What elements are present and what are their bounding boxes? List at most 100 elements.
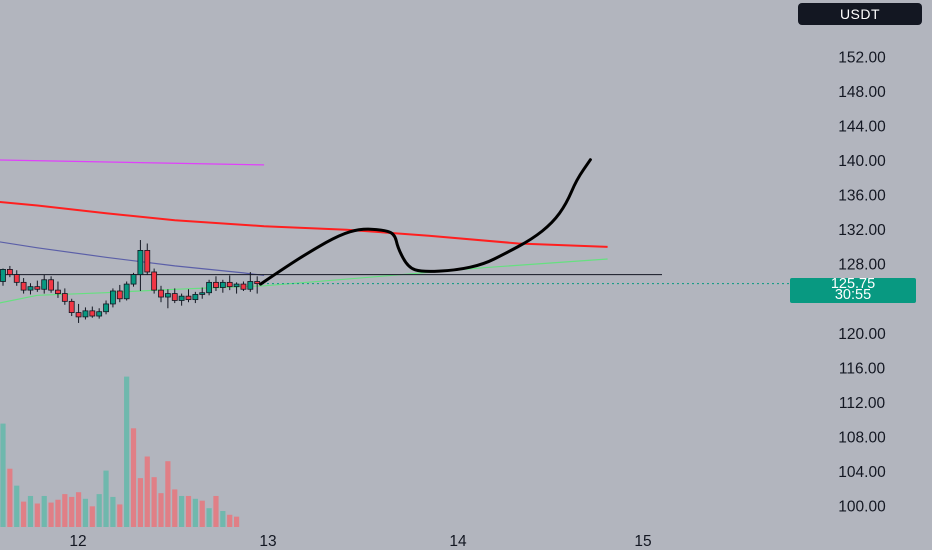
candle [130,272,137,287]
volume-bar [75,492,82,527]
volume-bar [151,477,157,527]
candle [6,265,13,278]
candle [68,298,75,317]
volume-bar [124,376,130,527]
candle [103,300,109,315]
candle [48,276,54,293]
candle [240,281,247,291]
candle [55,281,61,298]
candle [185,289,192,303]
volume-bar [172,489,178,527]
purple-ma-line [0,241,265,276]
green-ma-line [0,258,608,304]
volume-bar [27,495,34,527]
candle [61,288,68,305]
y-tick-label: 148.00 [838,84,886,101]
x-tick-label: 14 [449,533,467,550]
red-ma-line [0,200,608,248]
y-tick-label: 120.00 [838,326,886,343]
y-tick-label: 128.00 [838,257,886,274]
volume-bar [89,506,95,527]
volume-bar [192,498,198,527]
candle [137,240,144,291]
y-axis: 100.00 104.00 108.00 112.00 116.00 120.00 128.… [838,49,886,515]
candle [226,275,233,291]
candle [247,271,254,292]
y-tick-label: 132.00 [838,222,886,239]
y-tick-label: 112.00 [839,395,886,412]
candle [96,308,103,319]
volume-bar [130,428,137,527]
bar-countdown: 30:55 [834,287,872,303]
volume-bar [137,478,143,527]
moving-average-layer [0,159,608,304]
last-price-value: 125.75 [830,276,876,292]
candle [0,268,6,286]
volume-bar [96,494,102,527]
y-tick-label: 140.00 [838,153,886,170]
candle [213,276,219,291]
candle [233,282,240,294]
y-tick-label: 116.00 [839,360,886,377]
volume-bar [55,499,61,527]
volume-bar [21,501,27,527]
candle-layer [0,240,261,323]
magenta-ma-line [0,159,265,166]
candle [158,285,164,303]
candle [27,283,34,295]
volume-bar [0,423,6,527]
candle [178,293,185,306]
volume-bar [158,493,164,527]
volume-bar [110,496,116,527]
candle [20,278,27,294]
candle [219,279,226,293]
y-tick-label: 144.00 [838,119,886,136]
y-tick-label: 100.00 [838,499,886,516]
candle [34,280,41,292]
candle [192,291,199,304]
volume-bar [48,502,54,527]
candle [13,270,20,286]
volume-bar [69,496,75,527]
y-tick-label: 108.00 [838,429,886,446]
y-tick-label: 136.00 [838,188,886,205]
candle [151,268,158,294]
drawn-projection-path[interactable] [259,158,592,286]
horizontal-level-layer [0,274,790,285]
candle [199,287,206,299]
candle [89,306,96,318]
volume-bar [7,468,13,527]
candle [116,284,123,303]
volume-bar [206,508,212,527]
x-tick-label: 15 [634,533,651,550]
candle [110,288,116,308]
volume-bar [34,503,40,527]
candle [206,279,213,296]
y-tick-label: 104.00 [838,464,886,481]
volume-bar [62,494,68,527]
candle [164,289,171,309]
volume-bar [185,495,192,527]
volume-bar [144,456,150,527]
volume-bar [117,504,123,527]
drawing-layer [259,158,592,286]
volume-bar [213,495,219,527]
volume-bar [179,495,185,527]
x-axis: 12 13 14 15 [69,533,651,550]
candle [82,307,89,320]
currency-badge[interactable]: USDT [798,3,922,25]
volume-bar [165,461,171,527]
volume-bar [103,470,109,527]
x-tick-label: 13 [259,533,276,550]
volume-bar [227,514,233,527]
currency-badge-label: USDT [839,6,881,22]
volume-bar [14,485,20,527]
volume-bar [220,511,226,527]
volume-bar [41,495,47,527]
y-tick-label: 152.00 [838,49,886,66]
candle [41,274,48,294]
candle [144,243,151,275]
x-tick-label: 12 [69,533,86,550]
